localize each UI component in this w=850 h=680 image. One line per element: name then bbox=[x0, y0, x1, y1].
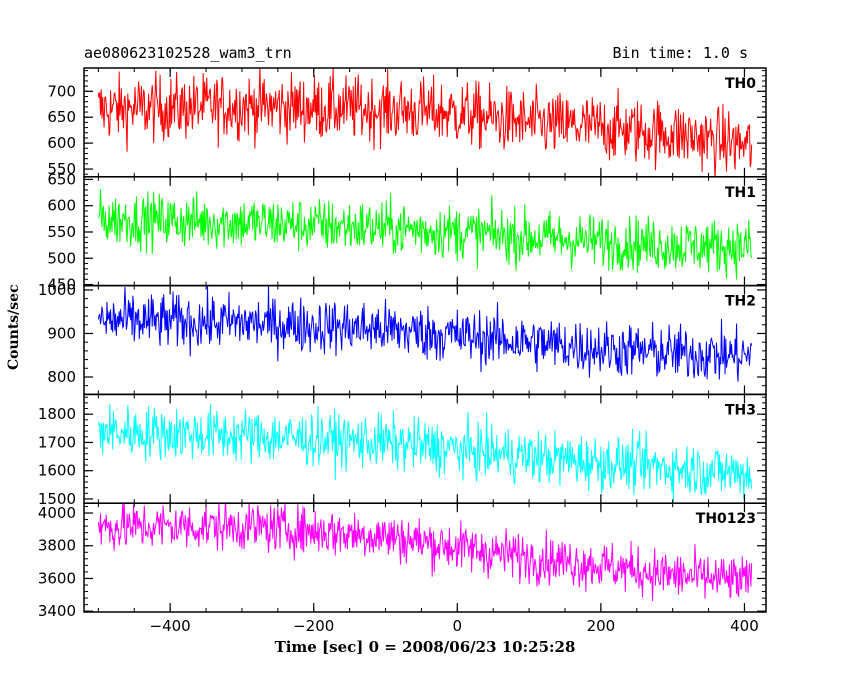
y-tick-label: 1000 bbox=[38, 281, 76, 299]
y-tick-label: 1800 bbox=[38, 405, 76, 423]
y-tick-label: 1600 bbox=[38, 462, 76, 480]
y-tick-label: 3400 bbox=[38, 602, 76, 620]
y-tick-label: 600 bbox=[47, 134, 76, 152]
y-tick-label: 3600 bbox=[38, 569, 76, 587]
y-axis-label: Counts/sec bbox=[6, 284, 22, 370]
y-tick-label: 450 bbox=[47, 276, 76, 294]
x-tick-label: 0 bbox=[453, 617, 463, 635]
x-tick-label: −200 bbox=[293, 617, 334, 635]
x-tick-label: 200 bbox=[587, 617, 616, 635]
y-tick-label: 4000 bbox=[38, 504, 76, 522]
x-tick-label: 400 bbox=[730, 617, 759, 635]
panel-label-th0123: TH0123 bbox=[696, 511, 756, 527]
series-line-th0 bbox=[97, 68, 753, 177]
plot-title: ae080623102528_wam3_trn bbox=[84, 44, 292, 62]
y-tick-label: 900 bbox=[47, 324, 76, 342]
panel-label-th0: TH0 bbox=[725, 76, 756, 92]
y-tick-label: 3800 bbox=[38, 537, 76, 555]
y-tick-label: 1700 bbox=[38, 433, 76, 451]
y-tick-label: 650 bbox=[47, 170, 76, 188]
series-line-th1 bbox=[97, 188, 753, 280]
panel-label-th2: TH2 bbox=[725, 294, 756, 310]
panel-frame-th0123 bbox=[83, 502, 767, 613]
x-tick-label: −400 bbox=[150, 617, 191, 635]
series-line-th0123 bbox=[97, 503, 753, 601]
y-tick-label: 500 bbox=[47, 249, 76, 267]
x-axis-label: Time [sec] 0 = 2008/06/23 10:25:28 bbox=[274, 638, 576, 656]
panel-label-th3: TH3 bbox=[725, 402, 756, 418]
y-tick-label: 800 bbox=[47, 368, 76, 386]
y-tick-label: 550 bbox=[47, 160, 76, 178]
y-tick-label: 550 bbox=[47, 223, 76, 241]
y-tick-label: 1500 bbox=[38, 490, 76, 508]
panel-label-th1: TH1 bbox=[725, 185, 756, 201]
y-tick-label: 650 bbox=[47, 108, 76, 126]
series-line-th3 bbox=[97, 404, 753, 504]
series-line-th2 bbox=[97, 285, 753, 382]
bin-time-label: Bin time: 1.0 s bbox=[612, 44, 748, 62]
panel-frame-th3 bbox=[83, 393, 767, 504]
y-tick-label: 700 bbox=[47, 82, 76, 100]
y-tick-label: 600 bbox=[47, 197, 76, 215]
